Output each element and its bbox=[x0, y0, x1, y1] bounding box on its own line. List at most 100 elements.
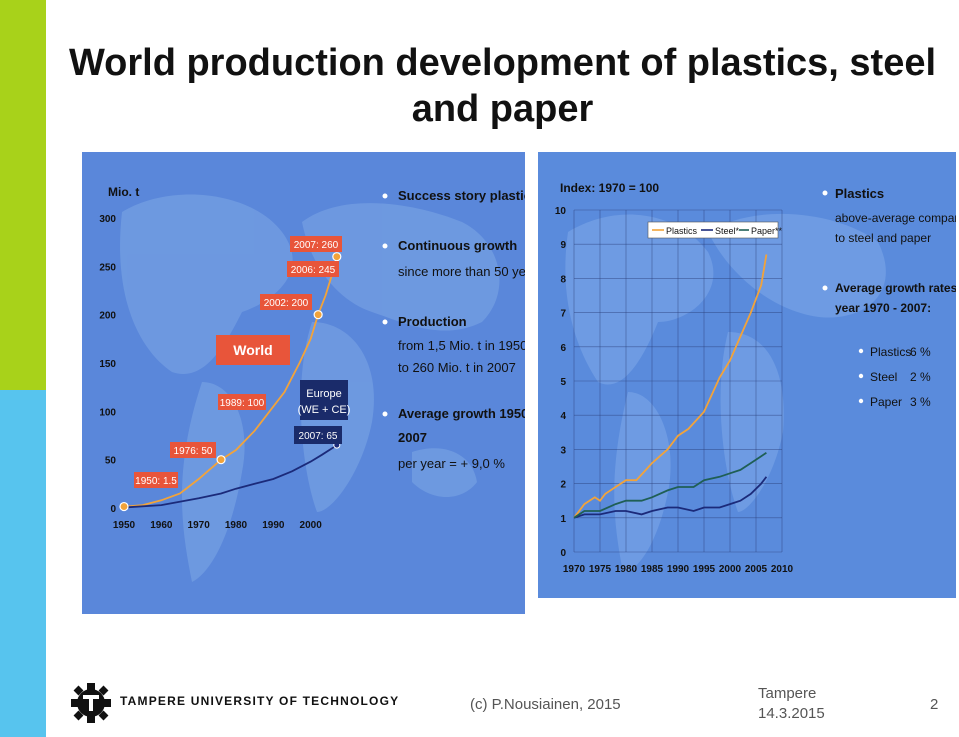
y-tick-label: 3 bbox=[560, 445, 566, 456]
rate-plastics-name: Plastics bbox=[870, 345, 911, 359]
tut-gear-logo-icon bbox=[71, 683, 111, 723]
x-tick-label: 1970 bbox=[563, 564, 586, 575]
y-tick-label: 1 bbox=[560, 514, 566, 525]
legend-paper: Paper** bbox=[751, 226, 783, 236]
sidebar-decoration bbox=[0, 0, 46, 737]
series-line-steel bbox=[573, 476, 768, 519]
left-bullets: Success story plastics Continuous growth… bbox=[382, 188, 544, 471]
slide-title-line1: World production development of plastics… bbox=[68, 42, 937, 84]
series-line-plastics bbox=[573, 254, 768, 519]
x-tick-label: 2010 bbox=[771, 564, 794, 575]
rate-steel-value: 2 % bbox=[910, 370, 931, 384]
rates-list: Plastics 6 % Steel 2 % Paper 3 % bbox=[858, 345, 931, 409]
y-tick-label: 300 bbox=[99, 214, 116, 225]
bullet-average: Average growth 1950 - bbox=[398, 406, 525, 421]
right-x-ticks: 1970 1975 1980 1985 1990 1995 2000 2005 2010 bbox=[563, 564, 794, 575]
bullet-dot bbox=[382, 319, 388, 325]
y-tick-label: 150 bbox=[99, 359, 116, 370]
y-tick-label: 200 bbox=[99, 311, 116, 322]
rate-paper-name: Paper bbox=[870, 395, 902, 409]
y-tick-label: 0 bbox=[110, 504, 116, 515]
bullet-continuous: Continuous growth bbox=[398, 238, 517, 253]
slide-title-line2: and paper bbox=[411, 88, 594, 130]
world-map-background bbox=[565, 213, 886, 572]
rate-paper-value: 3 % bbox=[910, 395, 931, 409]
y-tick-label: 8 bbox=[560, 274, 566, 285]
callout-1989: 1989: 100 bbox=[220, 398, 265, 409]
world-label: World bbox=[233, 342, 272, 358]
x-tick-label: 2000 bbox=[300, 520, 323, 531]
legend-plastics: Plastics bbox=[666, 226, 698, 236]
series-line-world bbox=[123, 256, 338, 508]
copyright-text: (c) P.Nousiainen, 2015 bbox=[470, 696, 621, 713]
data-point-marker bbox=[216, 455, 226, 465]
callout-2007: 2007: 260 bbox=[294, 240, 339, 251]
y-tick-label: 50 bbox=[105, 456, 117, 467]
bullet-plastics-sub1: above-average compared bbox=[835, 211, 956, 225]
callout-2006: 2006: 245 bbox=[291, 265, 336, 276]
data-point-marker bbox=[313, 310, 323, 320]
series-line-europe-we-ce bbox=[123, 444, 338, 509]
x-tick-label: 1950 bbox=[113, 520, 136, 531]
x-tick-label: 1985 bbox=[641, 564, 664, 575]
bullet-dot bbox=[382, 411, 388, 417]
left-y-axis-label: Mio. t bbox=[108, 185, 139, 199]
x-tick-label: 1980 bbox=[225, 520, 248, 531]
slide-title: World production development of plastics… bbox=[46, 40, 959, 132]
x-tick-label: 1960 bbox=[150, 520, 173, 531]
bullet-dot bbox=[822, 190, 828, 196]
world-label-box: World bbox=[216, 335, 290, 365]
bullet-production-sub2: to 260 Mio. t in 2007 bbox=[398, 360, 516, 375]
y-tick-label: 0 bbox=[560, 548, 566, 559]
bullet-production-sub1: from 1,5 Mio. t in 1950 bbox=[398, 338, 525, 353]
rate-plastics-value: 6 % bbox=[910, 345, 931, 359]
right-bullets: Plastics above-average compared to steel… bbox=[822, 186, 959, 409]
bullet-average-rates-years: year 1970 - 2007: bbox=[835, 301, 931, 315]
index-label: Index: 1970 = 100 bbox=[560, 181, 659, 195]
y-tick-label: 9 bbox=[560, 240, 566, 251]
y-tick-label: 6 bbox=[560, 343, 566, 354]
sidebar-blue-band bbox=[0, 390, 46, 737]
data-point-marker bbox=[119, 501, 129, 512]
index-growth-panel: Index: 1970 = 100 0 1 2 3 4 5 6 7 8 9 10 1970 1975 1… bbox=[538, 152, 959, 598]
world-production-panel: Mio. t 0 50 100 150 200 250 300 1950 1960 1970 19… bbox=[82, 152, 544, 614]
y-tick-label: 250 bbox=[99, 262, 116, 273]
bullet-plastics: Plastics bbox=[835, 186, 884, 201]
bullet-average-rates: Average growth rates per bbox=[835, 281, 956, 295]
y-tick-label: 100 bbox=[99, 407, 116, 418]
bullet-plastics-sub2: to steel and paper bbox=[835, 231, 931, 245]
data-point-marker bbox=[332, 252, 342, 262]
europe-2007-label: 2007: 65 bbox=[299, 431, 338, 442]
y-tick-label: 10 bbox=[555, 206, 567, 217]
right-chart-grid bbox=[573, 209, 783, 553]
europe-label-box: Europe (WE + CE) 2007: 65 bbox=[294, 380, 350, 444]
value-callouts: 1950: 1.5 1976: 50 1989: 100 2002: 200 2… bbox=[134, 236, 342, 488]
left-x-ticks: 1950 1960 1970 1980 1990 2000 bbox=[113, 520, 322, 531]
y-tick-label: 7 bbox=[560, 309, 566, 320]
legend-steel: Steel* bbox=[715, 226, 740, 236]
date-text: 14.3.2015 bbox=[758, 705, 825, 722]
world-production-chart: Mio. t 0 50 100 150 200 250 300 1950 1960 1970 19… bbox=[99, 185, 544, 582]
x-tick-label: 1990 bbox=[667, 564, 690, 575]
europe-label-line1: Europe bbox=[306, 388, 341, 400]
bullet-average-sub: per year = + 9,0 % bbox=[398, 456, 505, 471]
right-legend: Plastics Steel* Paper** bbox=[647, 221, 783, 239]
page-number: 2 bbox=[930, 696, 939, 713]
x-tick-label: 1970 bbox=[188, 520, 211, 531]
sidebar-green-band bbox=[0, 0, 46, 390]
y-tick-label: 5 bbox=[560, 377, 566, 388]
bullet-average-year: 2007 bbox=[398, 430, 427, 445]
university-name: TAMPERE UNIVERSITY OF TECHNOLOGY bbox=[120, 694, 400, 708]
bullet-success: Success story plastics bbox=[398, 188, 525, 203]
x-tick-label: 1995 bbox=[693, 564, 716, 575]
x-tick-label: 2005 bbox=[745, 564, 768, 575]
place-text: Tampere bbox=[758, 685, 817, 702]
series-line-paper bbox=[573, 452, 767, 519]
bullet-dot bbox=[382, 193, 388, 199]
place-date: Tampere 14.3.2015 bbox=[758, 684, 825, 724]
x-tick-label: 1975 bbox=[589, 564, 612, 575]
bullet-production: Production bbox=[398, 314, 467, 329]
callout-1976: 1976: 50 bbox=[174, 446, 213, 457]
y-tick-label: 2 bbox=[560, 480, 566, 491]
bullet-dot bbox=[382, 243, 388, 249]
